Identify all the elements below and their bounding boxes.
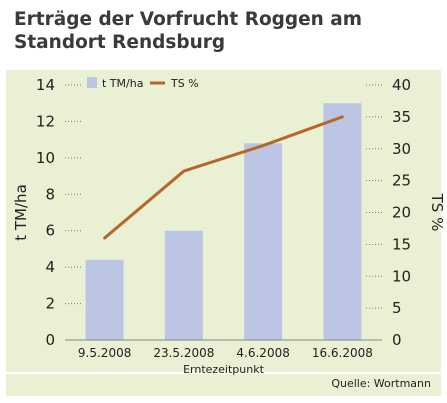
right-tick-label: 0 xyxy=(392,331,402,349)
left-tick-label: 10 xyxy=(36,149,55,167)
right-tick-label: 10 xyxy=(392,267,411,285)
left-tick-label: 6 xyxy=(45,222,55,240)
plot-background xyxy=(6,70,441,372)
source-note: Quelle: Wortmann xyxy=(331,377,431,390)
right-tick-label: 20 xyxy=(392,204,411,222)
source-bar-background xyxy=(6,374,441,396)
legend-swatch-bar xyxy=(87,77,97,88)
x-tick-label: 16.6.2008 xyxy=(312,346,373,360)
bar-t-tm-ha-2 xyxy=(164,230,203,340)
left-tick-label: 12 xyxy=(36,112,55,130)
legend-label-bar: t TM/ha xyxy=(102,77,143,90)
right-tick-label: 5 xyxy=(392,299,402,317)
x-tick-label: 9.5.2008 xyxy=(78,346,131,360)
left-tick-label: 8 xyxy=(45,185,55,203)
right-tick-label: 35 xyxy=(392,108,411,126)
chart-title-line-1: Erträge der Vorfrucht Roggen am xyxy=(14,9,363,30)
line-ts-percent xyxy=(103,115,344,240)
bar-t-tm-ha-4 xyxy=(323,103,362,340)
right-tick-label: 15 xyxy=(392,235,411,253)
bar-t-tm-ha-1 xyxy=(85,259,124,340)
bar-t-tm-ha-3 xyxy=(244,143,283,340)
chart-title-line-2: Standort Rendsburg xyxy=(14,32,226,53)
chart-title: Erträge der Vorfrucht Roggen am Standort… xyxy=(14,8,434,54)
right-tick-label: 25 xyxy=(392,172,411,190)
left-tick-label: 14 xyxy=(36,76,55,94)
x-tick-label: 23.5.2008 xyxy=(153,346,214,360)
right-tick-label: 30 xyxy=(392,140,411,158)
left-tick-label: 0 xyxy=(45,331,55,349)
x-tick-label: 4.6.2008 xyxy=(236,346,289,360)
right-axis-label: TS % xyxy=(428,193,446,232)
left-tick-label: 4 xyxy=(45,258,55,276)
right-tick-label: 40 xyxy=(392,76,411,94)
left-tick-label: 2 xyxy=(45,295,55,313)
legend-label-line: TS % xyxy=(170,77,199,90)
left-axis-label: t TM/ha xyxy=(12,184,30,241)
x-axis-label: Erntezeitpunkt xyxy=(183,363,265,376)
